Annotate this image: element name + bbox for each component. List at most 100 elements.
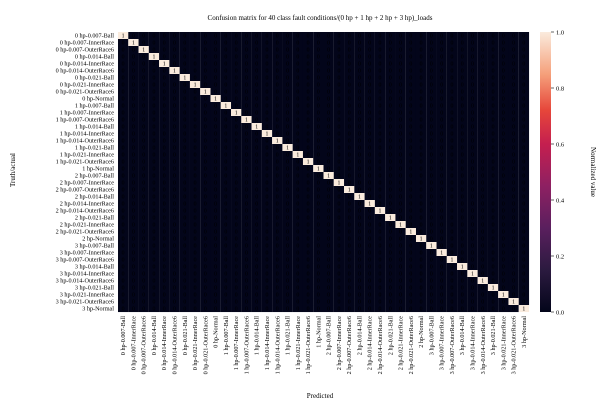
cell-value-label: 0 xyxy=(317,132,320,138)
cell-value-label: 0 xyxy=(307,230,310,236)
cell-value-label: 0 xyxy=(450,209,453,215)
cell-value-label: 0 xyxy=(337,55,340,61)
cell-value-label: 0 xyxy=(122,62,125,68)
heatmap-cell xyxy=(446,102,458,110)
heatmap-cell xyxy=(118,95,129,103)
cell-value-label: 0 xyxy=(142,34,145,40)
cell-value-label: 0 xyxy=(163,111,166,117)
cell-value-label: 0 xyxy=(153,104,156,110)
heatmap-cell xyxy=(200,235,211,243)
heatmap-cell xyxy=(436,242,447,250)
cell-value-label: 0 xyxy=(245,195,248,201)
x-tick-label: 0 hp-0.007-Ball xyxy=(120,316,127,355)
cell-value-label: 0 xyxy=(348,139,351,145)
cell-value-label: 0 xyxy=(327,223,330,229)
heatmap-cell xyxy=(210,74,221,82)
cell-value-label: 0 xyxy=(307,202,310,208)
heatmap-cell xyxy=(467,193,478,201)
heatmap-cell xyxy=(333,53,345,61)
cell-value-label: 0 xyxy=(348,76,351,82)
heatmap-cell xyxy=(446,67,458,75)
heatmap-cell xyxy=(415,32,427,40)
cell-value-label: 1 xyxy=(286,146,289,152)
heatmap-cell xyxy=(374,200,386,208)
cell-value-label: 0 xyxy=(420,286,423,292)
heatmap-cell xyxy=(251,74,262,82)
heatmap-cell xyxy=(344,277,355,285)
heatmap-cell xyxy=(457,207,468,215)
cell-value-label: 0 xyxy=(348,132,351,138)
heatmap-cell xyxy=(364,298,375,306)
heatmap-cell xyxy=(220,298,232,306)
cell-value-label: 0 xyxy=(255,307,258,313)
cell-value-label: 0 xyxy=(235,90,238,96)
cell-value-label: 0 xyxy=(481,216,484,222)
cell-value-label: 0 xyxy=(450,153,453,159)
heatmap-cell xyxy=(364,81,375,89)
heatmap-cell xyxy=(159,158,170,166)
cell-value-label: 0 xyxy=(224,132,227,138)
heatmap-cell xyxy=(323,228,334,236)
heatmap-cell xyxy=(231,172,242,180)
heatmap-cell xyxy=(508,81,519,89)
cell-value-label: 0 xyxy=(224,244,227,250)
heatmap-cell xyxy=(436,263,447,271)
cell-value-label: 0 xyxy=(286,223,289,229)
cell-value-label: 0 xyxy=(481,146,484,152)
heatmap-cell xyxy=(415,88,427,96)
cell-value-label: 0 xyxy=(461,153,464,159)
cell-value-label: 0 xyxy=(420,167,423,173)
heatmap-cell xyxy=(323,130,334,138)
cell-value-label: 0 xyxy=(307,139,310,145)
heatmap-cell xyxy=(364,130,375,138)
heatmap-cell xyxy=(189,46,201,54)
cell-value-label: 0 xyxy=(399,90,402,96)
heatmap-cell xyxy=(395,158,406,166)
cell-value-label: 0 xyxy=(420,244,423,250)
heatmap-cell xyxy=(395,305,406,313)
heatmap-cell xyxy=(498,39,509,47)
cell-value-label: 0 xyxy=(163,181,166,187)
cell-value-label: 0 xyxy=(461,307,464,313)
heatmap-cell xyxy=(457,109,468,117)
y-tick-label: 0 hp-0.021-Ball xyxy=(75,75,114,82)
cell-value-label: 0 xyxy=(389,76,392,82)
cell-value-label: 0 xyxy=(337,300,340,306)
cell-value-label: 0 xyxy=(389,48,392,54)
heatmap-cell xyxy=(333,221,345,229)
heatmap-cell xyxy=(364,207,375,215)
heatmap-cell xyxy=(159,144,170,152)
cell-value-label: 0 xyxy=(204,209,207,215)
cell-value-label: 0 xyxy=(409,76,412,82)
cell-value-label: 0 xyxy=(317,83,320,89)
heatmap-cell xyxy=(508,179,519,187)
heatmap-cell xyxy=(159,249,170,257)
heatmap-cell xyxy=(282,46,293,54)
heatmap-cell xyxy=(467,165,478,173)
cell-value-label: 0 xyxy=(327,97,330,103)
cell-value-label: 0 xyxy=(389,286,392,292)
heatmap-cell xyxy=(415,53,427,61)
heatmap-cell xyxy=(374,263,386,271)
cell-value-label: 0 xyxy=(502,76,505,82)
cell-value-label: 0 xyxy=(122,251,125,257)
heatmap-cell xyxy=(374,277,386,285)
heatmap-cell xyxy=(518,179,530,187)
cell-value-label: 0 xyxy=(276,69,279,75)
cell-value-label: 0 xyxy=(307,300,310,306)
cell-value-label: 0 xyxy=(194,202,197,208)
cell-value-label: 0 xyxy=(317,153,320,159)
heatmap-cell xyxy=(261,291,273,299)
heatmap-cell xyxy=(344,207,355,215)
heatmap-cell xyxy=(467,116,478,124)
cell-value-label: 0 xyxy=(224,34,227,40)
cell-value-label: 0 xyxy=(409,160,412,166)
heatmap-cell xyxy=(148,228,160,236)
cell-value-label: 0 xyxy=(502,174,505,180)
cell-value-label: 0 xyxy=(450,265,453,271)
cell-value-label: 0 xyxy=(420,223,423,229)
heatmap-cell xyxy=(426,81,437,89)
heatmap-cell xyxy=(436,88,447,96)
cell-value-label: 0 xyxy=(204,286,207,292)
heatmap-cell xyxy=(179,305,190,313)
